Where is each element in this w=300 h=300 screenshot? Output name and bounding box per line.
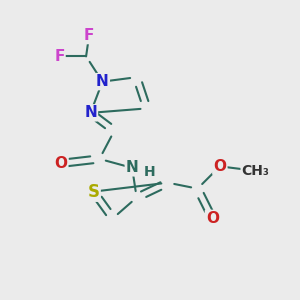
Text: O: O bbox=[54, 156, 67, 171]
Text: H: H bbox=[144, 165, 155, 179]
Text: N: N bbox=[96, 74, 109, 89]
Text: N: N bbox=[126, 160, 139, 175]
Text: O: O bbox=[213, 159, 226, 174]
Text: CH₃: CH₃ bbox=[242, 164, 269, 178]
Text: N: N bbox=[84, 105, 97, 120]
Text: F: F bbox=[84, 28, 94, 43]
Text: F: F bbox=[54, 49, 64, 64]
Text: O: O bbox=[206, 211, 219, 226]
Text: S: S bbox=[88, 183, 100, 201]
